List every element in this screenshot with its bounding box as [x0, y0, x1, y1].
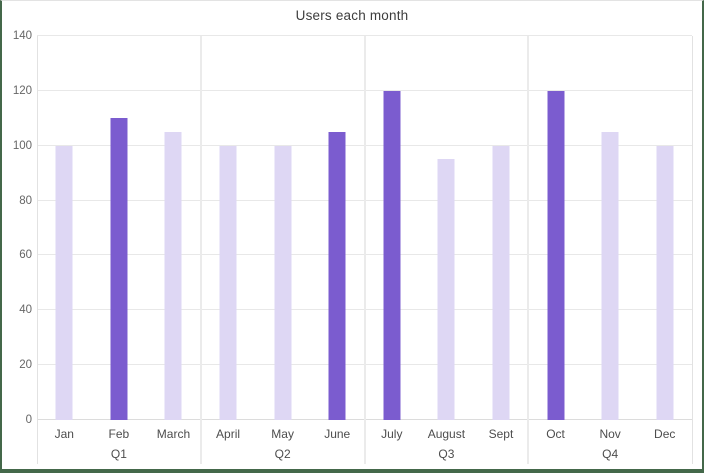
y-tick-label-40: 40	[19, 304, 32, 317]
quarter-label-q3: Q3	[438, 447, 455, 461]
chart-title: Users each month	[295, 8, 409, 23]
bar-oct	[547, 90, 565, 420]
bar-april	[219, 145, 237, 420]
y-tick-label-140: 140	[12, 30, 32, 42]
month-label-may: May	[271, 427, 294, 441]
y-tick-label-100: 100	[12, 139, 32, 152]
bar-dec	[656, 145, 674, 420]
y-tick-label-80: 80	[19, 194, 32, 207]
month-label-sept: Sept	[488, 427, 514, 441]
bar-feb	[110, 118, 128, 420]
y-tick-label-120: 120	[12, 84, 32, 97]
bar-jan	[55, 145, 73, 420]
month-label-july: July	[381, 427, 403, 441]
y-tick-label-20: 20	[19, 359, 32, 372]
bar-may	[274, 145, 292, 420]
month-label-march: March	[156, 427, 191, 441]
month-label-april: April	[216, 427, 241, 441]
y-tick-label-0: 0	[25, 414, 32, 426]
y-tick-label-60: 60	[19, 249, 32, 262]
month-label-feb: Feb	[108, 427, 130, 441]
bar-march	[164, 132, 182, 420]
quarter-separator	[199, 36, 202, 464]
plot-edge-line	[692, 36, 693, 464]
quarter-separator	[527, 36, 530, 464]
month-label-nov: Nov	[599, 427, 621, 441]
bar-sept	[492, 145, 510, 420]
month-label-jan: Jan	[54, 427, 74, 441]
quarter-label-q1: Q1	[110, 447, 127, 461]
month-label-dec: Dec	[654, 427, 676, 441]
bar-nov	[601, 132, 619, 420]
plot-edge-line	[37, 36, 38, 464]
month-label-june: June	[324, 427, 351, 441]
bar-july	[383, 90, 401, 420]
quarter-separator	[363, 36, 366, 464]
bar-august	[437, 159, 455, 420]
month-label-oct: Oct	[546, 427, 565, 441]
month-label-august: August	[427, 427, 466, 441]
quarter-label-q2: Q2	[274, 447, 291, 461]
gridline-y-140	[37, 35, 692, 36]
quarter-label-q4: Q4	[602, 447, 619, 461]
bar-june	[328, 132, 346, 420]
